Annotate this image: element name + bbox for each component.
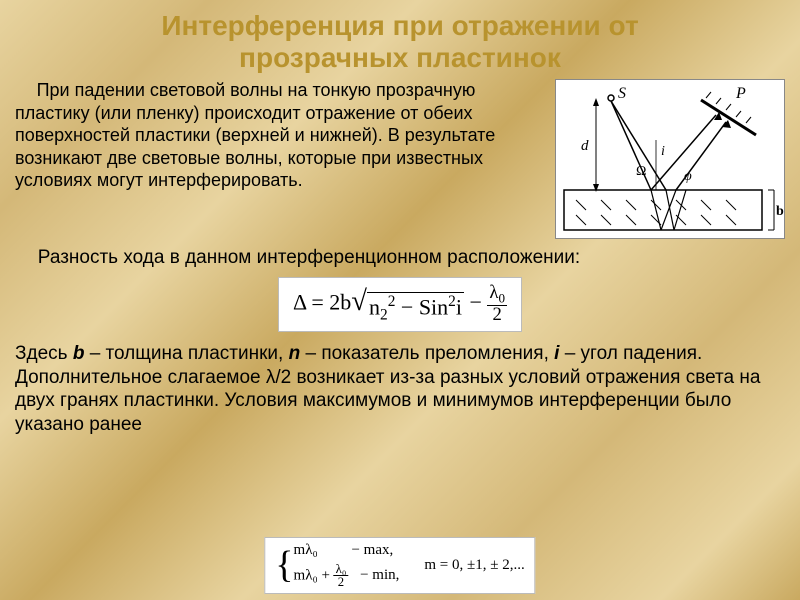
title-line-2: прозрачных пластинок — [239, 42, 561, 73]
slide-title: Интерференция при отражении от прозрачны… — [0, 0, 800, 79]
label-i: i — [661, 144, 665, 159]
content-row: При падении световой волны на тонкую про… — [0, 79, 800, 239]
label-P: P — [735, 85, 746, 102]
label-Omega: Ω — [636, 164, 646, 179]
formula-box: Δ = 2b√n22 − Sin2i − λ02 — [278, 277, 522, 332]
intro-paragraph: При падении световой волны на тонкую про… — [15, 79, 555, 239]
explanation: Здесь b – толщина пластинки, n – показат… — [0, 342, 800, 437]
label-S: S — [618, 85, 626, 102]
subtext: Разность хода в данном интерференционном… — [0, 239, 800, 271]
m-values: m = 0, ±1, ± 2,... — [424, 557, 524, 574]
reflection-diagram: S P d — [555, 79, 785, 239]
label-d: d — [581, 138, 589, 154]
bottom-formula: { mλ₀ − max, mλ₀ + λ₀2 − min, m = 0, ±1,… — [264, 537, 535, 595]
label-phi: φ — [684, 169, 692, 184]
label-b: b — [776, 204, 784, 219]
title-line-1: Интерференция при отражении от — [161, 10, 638, 41]
main-formula: Δ = 2b√n22 − Sin2i − λ02 — [0, 271, 800, 342]
